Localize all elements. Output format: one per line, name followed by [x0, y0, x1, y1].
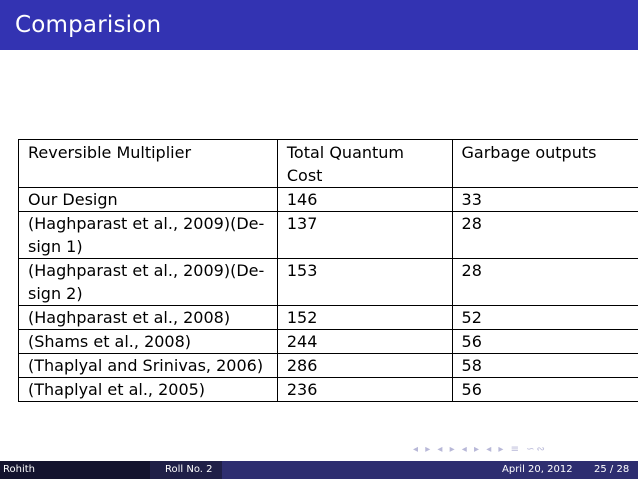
table-header-row: Reversible Multiplier Total Quantum Cost… [18, 139, 638, 188]
footer-date-block: April 20, 2012 25 / 28 [222, 461, 638, 479]
cell-garbage-outputs: 28 [451, 258, 638, 306]
cell-line: Our Design [28, 190, 118, 209]
cell-line: (Thaplyal and Srinivas, 2006) [28, 356, 264, 375]
cell-garbage-outputs: 56 [451, 377, 638, 402]
comparison-table: Reversible Multiplier Total Quantum Cost… [18, 139, 638, 402]
cell-line: sign 1) [28, 237, 83, 256]
cell-line: (Shams et al., 2008) [28, 332, 192, 351]
cell-line: (Haghparast et al., 2009)(De- [28, 261, 265, 280]
cell-multiplier: (Haghparast et al., 2009)(De- sign 2) [18, 258, 278, 306]
cell-garbage-outputs: 33 [451, 187, 638, 212]
cell-multiplier: (Haghparast et al., 2008) [18, 305, 278, 330]
slide-title: Comparision [15, 12, 162, 38]
table-row: (Thaplyal and Srinivas, 2006) 286 58 [18, 353, 638, 378]
cell-garbage-outputs: 58 [451, 353, 638, 378]
cell-line: (Haghparast et al., 2008) [28, 308, 231, 327]
cell-garbage-outputs: 56 [451, 329, 638, 354]
footer-date: April 20, 2012 [502, 464, 573, 475]
cell-quantum-cost: 137 [276, 211, 453, 259]
footer-roll-block: Roll No. 2 [150, 461, 222, 479]
cell-multiplier: (Shams et al., 2008) [18, 329, 278, 354]
cell-line: (Haghparast et al., 2009)(De- [28, 214, 265, 233]
cell-multiplier: Our Design [18, 187, 278, 212]
cell-quantum-cost: 286 [276, 353, 453, 378]
cell-quantum-cost: 152 [276, 305, 453, 330]
cell-multiplier: (Thaplyal and Srinivas, 2006) [18, 353, 278, 378]
footer-author-block: Rohith [0, 461, 150, 479]
cell-multiplier: (Haghparast et al., 2009)(De- sign 1) [18, 211, 278, 259]
header-cell-quantum-cost: Total Quantum Cost [276, 139, 453, 188]
cell-line: sign 2) [28, 284, 83, 303]
comparison-table-wrapper: Reversible Multiplier Total Quantum Cost… [18, 139, 638, 402]
cell-line: (Thaplyal et al., 2005) [28, 380, 206, 399]
cell-garbage-outputs: 52 [451, 305, 638, 330]
cell-quantum-cost: 236 [276, 377, 453, 402]
table-row: Our Design 146 33 [18, 187, 638, 212]
footer-page-number: 25 / 28 [594, 464, 630, 475]
header-cell-garbage-outputs: Garbage outputs [451, 139, 638, 188]
cell-multiplier: (Thaplyal et al., 2005) [18, 377, 278, 402]
table-row: (Haghparast et al., 2009)(De- sign 2) 15… [18, 258, 638, 306]
beamer-navigation-icons[interactable]: ◂ ▸ ◂ ▸ ◂ ▸ ◂ ▸ ≡ ∽∾ [413, 444, 547, 455]
slide-footer: Rohith Roll No. 2 April 20, 2012 25 / 28 [0, 461, 638, 479]
footer-roll: Roll No. 2 [165, 464, 213, 475]
cell-quantum-cost: 244 [276, 329, 453, 354]
header-cell-multiplier: Reversible Multiplier [18, 139, 278, 188]
table-row: (Haghparast et al., 2009)(De- sign 1) 13… [18, 211, 638, 259]
cell-garbage-outputs: 28 [451, 211, 638, 259]
cell-quantum-cost: 146 [276, 187, 453, 212]
slide-header: Comparision [0, 0, 638, 50]
table-row: (Shams et al., 2008) 244 56 [18, 329, 638, 354]
table-row: (Haghparast et al., 2008) 152 52 [18, 305, 638, 330]
footer-author: Rohith [3, 464, 35, 475]
table-row: (Thaplyal et al., 2005) 236 56 [18, 377, 638, 402]
cell-quantum-cost: 153 [276, 258, 453, 306]
